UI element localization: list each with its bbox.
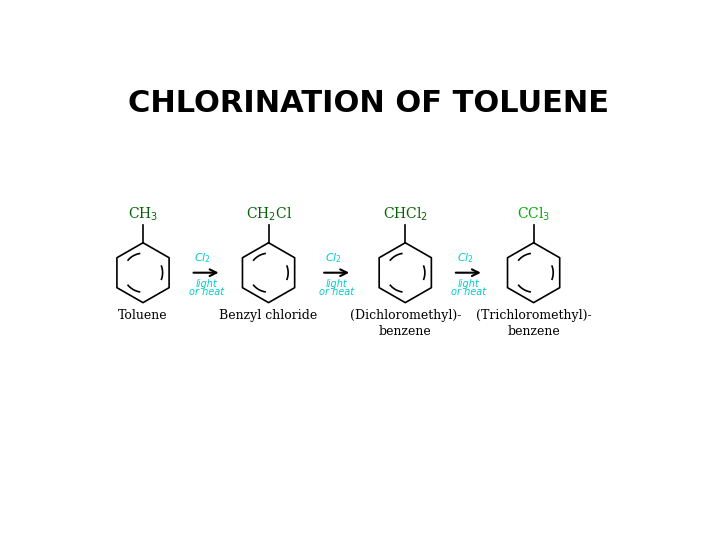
Text: light: light	[325, 279, 348, 289]
Text: Benzyl chloride: Benzyl chloride	[220, 309, 318, 322]
Text: CCl$_3$: CCl$_3$	[517, 206, 550, 223]
Text: light: light	[195, 279, 217, 289]
Text: or heat: or heat	[319, 287, 354, 296]
Text: light: light	[457, 279, 480, 289]
Text: CHCl$_2$: CHCl$_2$	[383, 206, 428, 223]
Text: Cl$_2$: Cl$_2$	[325, 251, 342, 265]
Text: Cl$_2$: Cl$_2$	[456, 251, 474, 265]
Text: or heat: or heat	[189, 287, 224, 296]
Text: CHLORINATION OF TOLUENE: CHLORINATION OF TOLUENE	[128, 89, 610, 118]
Text: CH$_3$: CH$_3$	[128, 206, 158, 223]
Text: (Dichloromethyl)-
benzene: (Dichloromethyl)- benzene	[350, 309, 461, 338]
Text: or heat: or heat	[451, 287, 486, 296]
Text: Toluene: Toluene	[118, 309, 168, 322]
Text: CH$_2$Cl: CH$_2$Cl	[246, 206, 292, 223]
Text: Cl$_2$: Cl$_2$	[194, 251, 212, 265]
Text: (Trichloromethyl)-
benzene: (Trichloromethyl)- benzene	[476, 309, 591, 338]
